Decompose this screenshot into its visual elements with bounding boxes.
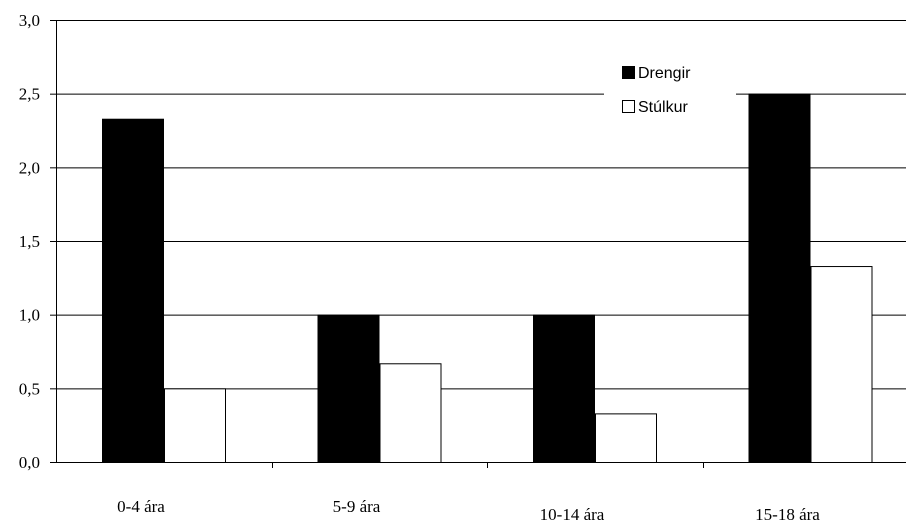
legend-label: Stúlkur (638, 99, 688, 116)
y-tick-label: 1,0 (19, 306, 40, 325)
bar-stulkur (379, 363, 442, 463)
axes (50, 20, 906, 468)
bars (102, 93, 873, 464)
bar-drengir (102, 118, 164, 463)
bar-stulkur (164, 388, 226, 464)
x-tick-label: 15-18 ára (755, 505, 820, 524)
legend-box (604, 52, 736, 128)
bar-stulkur (595, 413, 657, 464)
y-tick-label: 0,0 (19, 453, 40, 472)
legend-label: Drengir (638, 65, 691, 82)
legend-swatch (622, 66, 635, 79)
x-tick-label: 10-14 ára (540, 505, 605, 524)
y-tick-label: 0,5 (19, 379, 40, 398)
x-tick-labels: 0-4 ára 5-9 ára 10-14 ára 15-18 ára (117, 497, 820, 524)
bar-drengir (748, 93, 811, 464)
legend-swatch (622, 100, 635, 113)
y-tick-label: 3,0 (19, 11, 40, 30)
y-tick-labels: 0,0 0,5 1,0 1,5 2,0 2,5 3,0 (19, 11, 40, 472)
y-tick-label: 2,0 (19, 158, 40, 177)
legend: Drengir Stúlkur (604, 52, 736, 128)
bar-drengir (317, 314, 380, 463)
y-tick-label: 1,5 (19, 232, 40, 251)
bar-stulkur (810, 266, 873, 463)
bar-drengir (533, 314, 595, 463)
y-tick-label: 2,5 (19, 85, 40, 104)
x-tick-label: 5-9 ára (333, 497, 381, 516)
x-tick-label: 0-4 ára (117, 497, 165, 516)
